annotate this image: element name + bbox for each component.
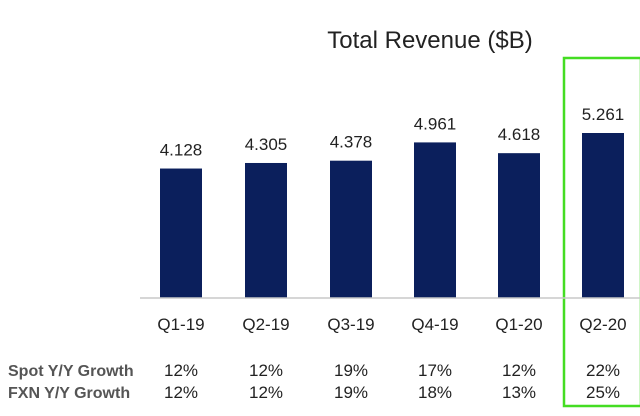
tick-label-q1-20: Q1-20	[495, 315, 542, 334]
growth-value: 18%	[418, 383, 452, 402]
bar-q1-19	[160, 168, 202, 298]
tick-label-q1-19: Q1-19	[157, 315, 204, 334]
value-label-q1-19: 4.128	[160, 141, 203, 160]
growth-row-label: Spot Y/Y Growth	[8, 363, 134, 380]
growth-value: 19%	[334, 383, 368, 402]
growth-value: 19%	[334, 361, 368, 380]
bar-q2-20	[582, 133, 624, 298]
growth-value: 17%	[418, 361, 452, 380]
tick-label-q3-19: Q3-19	[327, 315, 374, 334]
growth-value: 13%	[502, 383, 536, 402]
tick-label-q4-19: Q4-19	[411, 315, 458, 334]
bar-q2-19	[245, 162, 287, 298]
tick-label-q2-19: Q2-19	[242, 315, 289, 334]
highlight-box	[562, 56, 640, 408]
bar-q4-19	[414, 142, 456, 298]
value-label-q1-20: 4.618	[498, 125, 541, 144]
growth-value: 12%	[249, 383, 283, 402]
growth-value: 12%	[164, 361, 198, 380]
bar-q3-19	[330, 160, 372, 298]
growth-value: 12%	[502, 361, 536, 380]
value-label-q3-19: 4.378	[330, 133, 373, 152]
growth-value: 22%	[586, 361, 620, 380]
value-label-q2-20: 5.261	[582, 105, 625, 124]
growth-value: 12%	[249, 361, 283, 380]
chart-title: Total Revenue ($B)	[327, 27, 532, 54]
tick-label-q2-20: Q2-20	[579, 315, 626, 334]
growth-row-label: FXN Y/Y Growth	[8, 385, 130, 402]
value-label-q4-19: 4.961	[414, 114, 457, 133]
growth-value: 25%	[586, 383, 620, 402]
bar-q1-20	[498, 153, 540, 298]
value-label-q2-19: 4.305	[245, 135, 288, 154]
growth-value: 12%	[164, 383, 198, 402]
